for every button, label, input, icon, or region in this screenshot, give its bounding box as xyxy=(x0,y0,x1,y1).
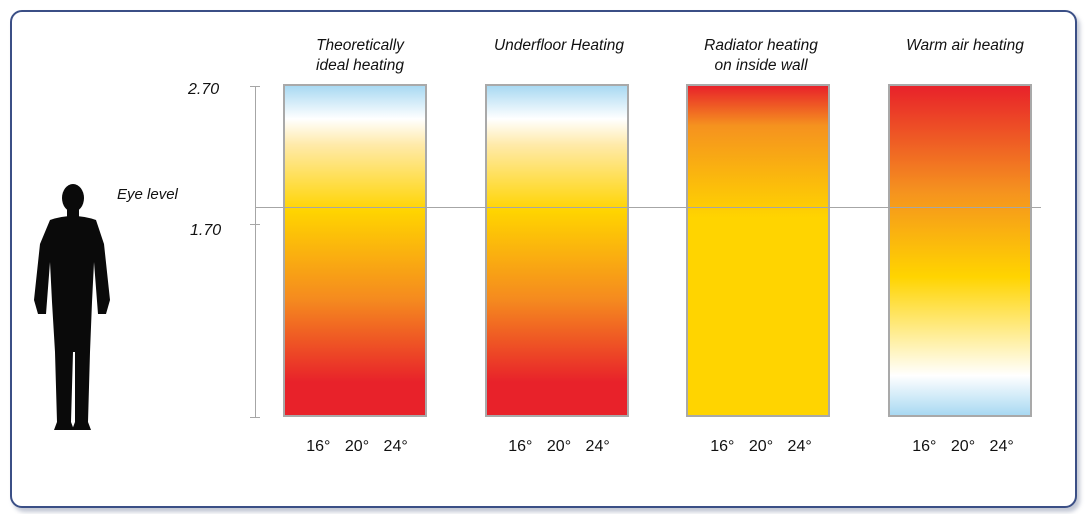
temperature-bar xyxy=(888,84,1032,417)
height-ruler-tick-bottom xyxy=(250,417,260,418)
eye-level-line xyxy=(255,207,1041,208)
temp-tick: 16° xyxy=(912,438,937,455)
height-ruler-tick-mid xyxy=(250,224,260,225)
height-ruler xyxy=(255,86,256,418)
height-ruler-tick-top xyxy=(250,86,260,87)
temp-tick: 16° xyxy=(306,438,331,455)
eye-level-label: Eye level xyxy=(117,186,178,203)
column-title: Radiator heating on inside wall xyxy=(704,37,818,74)
temperature-scale: 16° 20° 24° xyxy=(686,438,836,456)
person-silhouette-icon xyxy=(34,184,110,430)
temp-tick: 24° xyxy=(787,438,812,455)
temperature-scale: 16° 20° 24° xyxy=(484,438,634,456)
column-title: Theoretically ideal heating xyxy=(316,37,404,74)
temp-tick: 20° xyxy=(950,438,976,455)
height-label-top: 2.70 xyxy=(188,81,220,98)
temp-tick: 24° xyxy=(585,438,610,455)
temp-tick: 20° xyxy=(748,438,774,455)
temp-tick: 24° xyxy=(383,438,408,455)
temp-tick: 20° xyxy=(344,438,370,455)
column-title: Underfloor Heating xyxy=(493,37,625,54)
temperature-scale: 16° 20° 24° xyxy=(282,438,432,456)
temp-tick: 16° xyxy=(508,438,533,455)
temperature-bar xyxy=(485,84,629,417)
temp-tick: 16° xyxy=(710,438,735,455)
temp-tick: 20° xyxy=(546,438,572,455)
height-label-mid: 1.70 xyxy=(190,222,222,239)
temperature-bar xyxy=(686,84,830,417)
temp-tick: 24° xyxy=(989,438,1014,455)
temperature-scale: 16° 20° 24° xyxy=(888,438,1038,456)
column-title: Warm air heating xyxy=(906,37,1024,54)
temperature-bar xyxy=(283,84,427,417)
